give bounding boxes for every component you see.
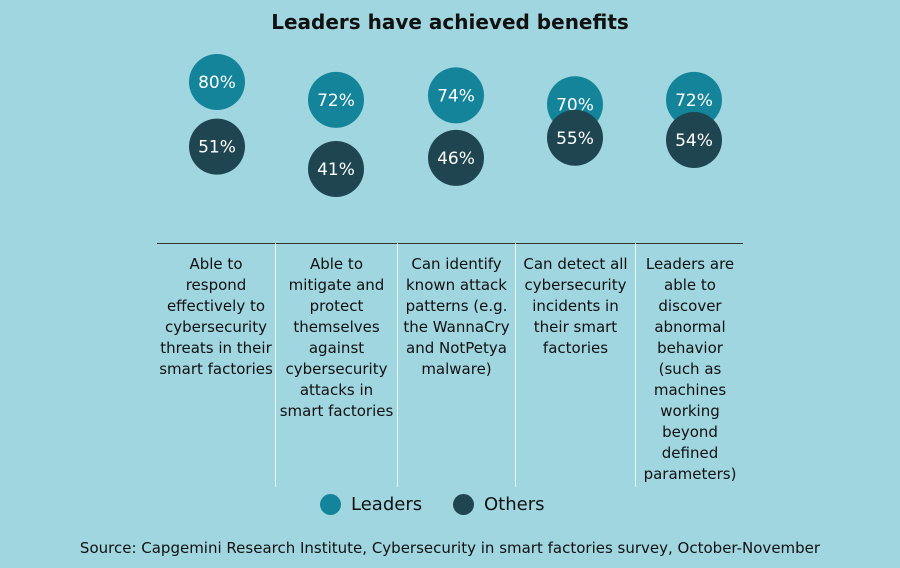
category-divider	[635, 243, 636, 487]
category-label-mitigate: Able to mitigate and protect themselves …	[279, 255, 394, 420]
source-note: Source: Capgemini Research Institute, Cy…	[79, 539, 821, 557]
dot-leaders-3	[428, 67, 484, 124]
data-label-leaders-1: 80%	[198, 73, 236, 93]
dot-others-1	[189, 118, 245, 175]
dot-leaders-5	[666, 71, 722, 128]
legend-item-leaders: Leaders	[320, 494, 422, 515]
category-label-respond: Able to respond effectively to cybersecu…	[159, 255, 273, 378]
dot-leaders-1	[189, 54, 245, 110]
legend: Leaders Others	[0, 494, 900, 520]
legend-swatch-leaders	[320, 494, 341, 515]
chart-title: Leaders have achieved benefits	[271, 10, 629, 34]
data-label-others-4: 55%	[556, 129, 594, 149]
category-divider	[397, 243, 398, 487]
data-label-leaders-2: 72%	[317, 91, 355, 111]
dot-others-4	[547, 109, 603, 166]
legend-swatch-others	[453, 494, 474, 515]
dot-others-3	[428, 129, 484, 186]
category-divider	[515, 243, 516, 487]
data-label-others-1: 51%	[198, 138, 236, 158]
dot-others-5	[666, 111, 722, 168]
data-label-leaders-3: 74%	[437, 86, 475, 106]
data-label-others-3: 46%	[437, 149, 475, 169]
category-label-discover: Leaders are able to discover abnormal be…	[643, 255, 737, 483]
category-label-identify: Can identify known attack patterns (e.g.…	[403, 255, 510, 378]
legend-item-others: Others	[453, 494, 545, 515]
data-label-leaders-5: 72%	[675, 91, 713, 111]
legend-label-leaders: Leaders	[351, 494, 423, 515]
data-label-others-5: 54%	[675, 131, 713, 151]
legend-label-others: Others	[484, 494, 545, 515]
data-label-others-2: 41%	[317, 160, 355, 180]
dot-leaders-2	[308, 71, 364, 128]
dot-others-2	[308, 140, 364, 197]
dot-chart: 80% 72% 74% 70% 72% 51% 41% 46% 55% 54%	[189, 54, 722, 197]
category-divider	[275, 243, 276, 487]
data-label-leaders-4: 70%	[556, 95, 594, 115]
category-label-detect: Can detect all cybersecurity incidents i…	[523, 255, 628, 357]
x-axis-line	[157, 243, 743, 244]
